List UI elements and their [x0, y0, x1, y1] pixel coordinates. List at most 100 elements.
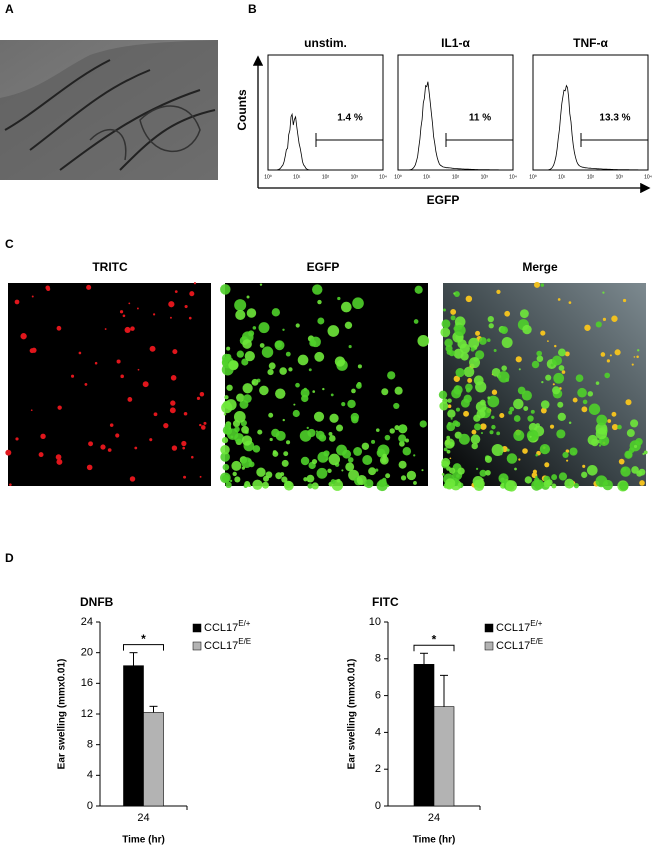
egfp-spot: [491, 424, 496, 430]
egfp-spot: [399, 425, 407, 433]
cell-spot: [480, 423, 487, 430]
egfp-spot: [475, 350, 485, 360]
egfp-spot: [295, 323, 300, 328]
egfp-spot: [314, 351, 325, 362]
bar: [433, 706, 455, 807]
egfp-spot: [438, 390, 448, 400]
egfp-spot: [551, 355, 563, 366]
egfp-spot: [275, 388, 286, 399]
egfp-spot: [489, 430, 494, 435]
cell-spot: [453, 375, 461, 382]
egfp-spot: [463, 366, 475, 378]
cell-spot: [136, 307, 139, 310]
cell-spot: [189, 291, 195, 297]
egfp-spot: [496, 431, 501, 436]
egfp-spot: [604, 372, 611, 379]
egfp-spot: [308, 368, 312, 372]
egfp-spot: [269, 437, 273, 442]
egfp-spot: [293, 403, 296, 406]
cell-spot: [84, 383, 88, 386]
egfp-spot: [221, 437, 229, 444]
egfp-spot: [234, 299, 247, 312]
egfp-spot: [505, 480, 518, 492]
cell-spot: [196, 396, 201, 400]
egfp-spot: [453, 292, 456, 295]
egfp-spot: [506, 453, 518, 464]
egfp-spot: [362, 455, 373, 465]
egfp-spot: [220, 452, 230, 462]
egfp-spot: [327, 325, 340, 337]
egfp-spot: [297, 354, 309, 366]
egfp-spot: [329, 413, 339, 423]
cell-spot: [522, 448, 528, 454]
egfp-spot: [236, 350, 244, 358]
egfp-spot: [457, 339, 467, 349]
egfp-spot: [527, 415, 534, 422]
y-tick-label: 0: [375, 800, 381, 812]
egfp-spot: [405, 438, 410, 443]
egfp-spot: [441, 457, 451, 467]
legend-swatch: [192, 623, 202, 633]
image-background: [8, 283, 211, 486]
egfp-spot: [282, 328, 285, 331]
egfp-spot: [241, 358, 249, 366]
egfp-spot: [469, 357, 481, 369]
egfp-spot: [573, 482, 579, 489]
egfp-spot: [325, 458, 328, 461]
egfp-spot: [572, 452, 576, 455]
cell-spot: [29, 348, 35, 354]
histogram-title: TNF-α: [573, 36, 608, 50]
egfp-spot: [488, 323, 494, 329]
egfp-spot: [491, 415, 495, 420]
egfp-spot: [446, 422, 456, 432]
egfp-spot: [621, 467, 627, 472]
cell-spot: [122, 314, 126, 318]
cell-spot: [450, 308, 457, 315]
y-tick-label: 2: [375, 763, 381, 775]
egfp-spot: [353, 447, 363, 456]
histogram-title: IL1-α: [441, 36, 470, 50]
egfp-spot: [341, 469, 344, 472]
cell-spot: [86, 464, 93, 471]
cell-spot: [9, 483, 12, 486]
legend-swatch: [484, 623, 494, 633]
panel-label: B: [248, 2, 257, 16]
egfp-spot: [487, 396, 491, 400]
x-tick-label: 24: [428, 812, 440, 824]
egfp-spot: [557, 412, 566, 422]
egfp-spot: [315, 430, 325, 440]
egfp-spot: [220, 445, 230, 455]
egfp-spot: [474, 479, 481, 486]
egfp-spot: [540, 400, 550, 409]
cell-spot: [129, 476, 136, 482]
egfp-spot: [265, 471, 273, 479]
egfp-spot: [413, 454, 416, 457]
egfp-spot: [453, 385, 463, 395]
egfp-spot: [454, 421, 461, 428]
egfp-spot: [440, 327, 451, 338]
egfp-spot: [455, 407, 460, 412]
panel-label: C: [5, 237, 14, 251]
egfp-spot: [301, 394, 309, 403]
egfp-spot: [228, 360, 239, 371]
egfp-spot: [457, 467, 465, 475]
egfp-spot: [631, 466, 639, 474]
x-axis-label: EGFP: [427, 193, 460, 207]
egfp-spot: [454, 291, 460, 297]
egfp-spot: [450, 482, 454, 487]
egfp-spot: [628, 447, 635, 454]
egfp-spot: [531, 360, 540, 369]
x-tick-label: 10⁴: [509, 174, 517, 180]
legend-label: CCL17E/E: [496, 637, 543, 652]
cell-spot: [20, 333, 27, 340]
cell-spot: [172, 349, 178, 355]
egfp-spot: [300, 456, 310, 466]
egfp-spot: [454, 324, 466, 336]
egfp-spot: [303, 387, 307, 391]
egfp-spot: [330, 479, 336, 485]
egfp-spot: [406, 470, 417, 481]
egfp-spot: [450, 315, 456, 321]
egfp-spot: [439, 401, 449, 411]
cell-spot: [561, 370, 566, 374]
egfp-spot: [465, 387, 471, 393]
